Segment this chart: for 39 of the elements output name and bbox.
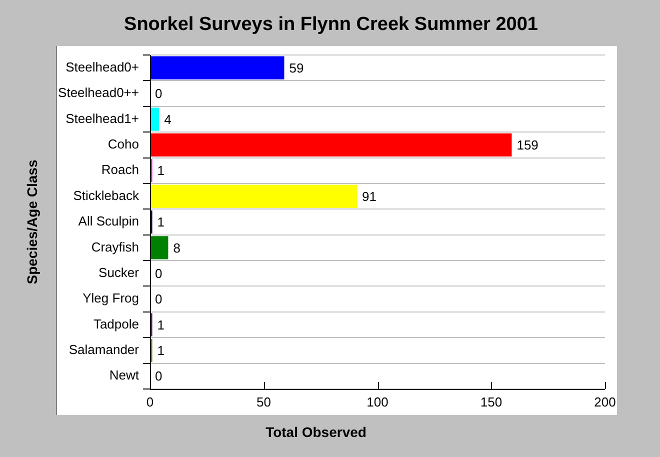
data-label: 8: [173, 240, 180, 256]
bar: [150, 56, 284, 80]
data-label: 159: [516, 138, 538, 152]
x-axis-title: Total Observed: [266, 424, 366, 440]
bar: [150, 184, 358, 208]
y-tick-label: Salamander: [68, 342, 140, 358]
x-tick-label: 100: [366, 394, 388, 410]
x-tick-label: 0: [146, 394, 154, 410]
data-label: 0: [155, 368, 162, 384]
x-tick-label: 50: [256, 394, 271, 410]
data-label: 1: [157, 214, 165, 230]
y-tick-label: Yleg Frog: [82, 290, 139, 306]
bar: [150, 108, 160, 131]
data-label: 91: [362, 188, 376, 204]
data-label: 0: [155, 86, 162, 102]
y-tick-label: Newt: [109, 368, 140, 383]
bar: [150, 236, 168, 260]
y-axis-title: Species/Age Class: [24, 160, 40, 284]
y-tick-label: Crayfish: [91, 239, 139, 254]
y-tick-label: Roach: [101, 162, 139, 178]
y-tick-label: Steelhead1+: [66, 110, 139, 126]
y-tick-label: Tadpole: [93, 316, 139, 332]
data-label: 0: [155, 292, 162, 307]
data-label: 4: [164, 112, 172, 127]
data-label: 1: [157, 343, 165, 358]
x-tick-label: 150: [480, 394, 502, 410]
y-tick-label: All Sculpin: [78, 214, 139, 229]
data-label: 59: [289, 60, 304, 76]
y-tick-label: Steelhead0++: [58, 85, 139, 100]
bar: [150, 133, 512, 156]
y-tick-label: Steelhead0+: [66, 59, 139, 74]
y-tick-label: Sucker: [98, 264, 140, 280]
y-tick-label: Coho: [108, 136, 139, 152]
data-label: 1: [157, 163, 165, 178]
data-label: 0: [155, 266, 162, 281]
y-tick-label: Stickleback: [73, 188, 140, 203]
chart-title: Snorkel Surveys in Flynn Creek Summer 2001: [124, 14, 538, 36]
x-tick-label: 200: [594, 394, 616, 410]
data-label: 1: [157, 317, 165, 332]
